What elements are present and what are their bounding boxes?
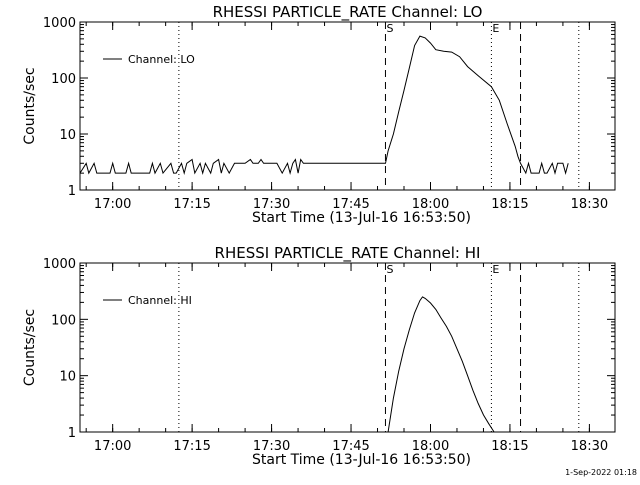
- y-axis-label: Counts/sec: [22, 309, 38, 386]
- x-axis-label: Start Time (13-Jul-16 16:53:50): [252, 210, 471, 226]
- x-tick-label: 17:00: [94, 439, 131, 454]
- y-tick-label: 10: [59, 128, 76, 143]
- x-tick-label: 18:00: [412, 197, 449, 212]
- plot-frame: [79, 262, 616, 433]
- y-tick-label: 10: [59, 370, 76, 385]
- x-tick-label: 17:00: [94, 197, 131, 212]
- chart-title: RHESSI PARTICLE_RATE Channel: HI: [215, 244, 481, 263]
- y-tick-label: 1: [68, 184, 76, 199]
- event-marker-label: S: [386, 263, 393, 276]
- y-axis-label: Counts/sec: [22, 67, 38, 144]
- x-tick-label: 17:45: [332, 197, 369, 212]
- series-line: [79, 35, 569, 176]
- x-tick-label: 17:15: [173, 439, 210, 454]
- y-tick-label: 1: [68, 426, 76, 441]
- chart-title: RHESSI PARTICLE_RATE Channel: LO: [213, 3, 483, 22]
- event-marker-label: E: [492, 263, 499, 276]
- series-line: [387, 296, 495, 433]
- x-tick-label: 17:15: [173, 197, 210, 212]
- y-tick-label: 100: [51, 313, 76, 328]
- x-tick-label: 18:30: [571, 197, 608, 212]
- x-tick-label: 18:30: [571, 439, 608, 454]
- footer-timestamp: 1-Sep-2022 01:18: [565, 468, 637, 477]
- event-marker-label: E: [492, 22, 499, 35]
- x-tick-label: 17:30: [253, 439, 290, 454]
- event-marker-label: S: [386, 22, 393, 35]
- panel-lo: RHESSI PARTICLE_RATE Channel: LO 1 10 100 10…: [22, 3, 616, 226]
- x-tick-label: 18:15: [491, 197, 528, 212]
- panel-hi: RHESSI PARTICLE_RATE Channel: HI 1 10 100 10…: [22, 244, 616, 468]
- x-tick-label: 17:30: [253, 197, 290, 212]
- legend-entry: Channel: LO: [128, 53, 195, 66]
- y-tick-label: 100: [51, 72, 76, 87]
- y-tick-label: 1000: [43, 257, 76, 272]
- x-tick-label: 17:45: [332, 439, 369, 454]
- legend-entry: Channel: HI: [128, 294, 192, 307]
- x-axis-label: Start Time (13-Jul-16 16:53:50): [252, 452, 471, 468]
- x-tick-label: 18:00: [412, 439, 449, 454]
- y-tick-label: 1000: [43, 16, 76, 31]
- x-tick-label: 18:15: [491, 439, 528, 454]
- plot-frame: [79, 21, 616, 191]
